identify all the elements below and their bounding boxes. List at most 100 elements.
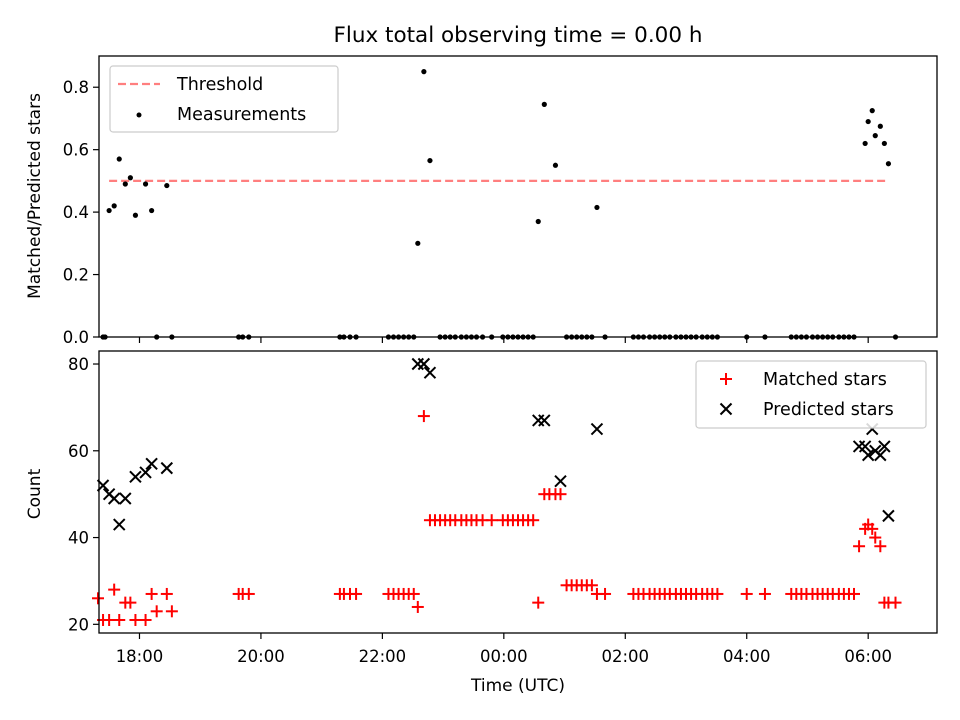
measurement-point	[127, 175, 133, 181]
bottom-y-tick-label: 60	[68, 442, 89, 461]
matched-star-point	[874, 540, 887, 553]
figure-title: Flux total observing time = 0.00 h	[334, 23, 703, 48]
measurement-point	[132, 212, 139, 218]
top-y-tick-label: 0.4	[63, 203, 89, 222]
top-y-tick-label: 0.8	[63, 78, 89, 97]
predicted-star-point	[107, 492, 121, 505]
predicted-star-point	[874, 448, 887, 462]
measurement-point	[427, 157, 433, 164]
predicted-star-point	[119, 492, 132, 505]
matched-legend-label: Matched stars	[763, 370, 887, 390]
measurement-point	[552, 162, 559, 168]
measurement-point	[106, 207, 112, 214]
bottom-x-ticks: 18:00 20:00 22:00 00:00 02:00 04:00 06:00	[116, 633, 892, 666]
predicted-star-point	[411, 357, 425, 371]
top-legend-box	[109, 65, 339, 133]
bottom-y-ticks: 20 40 60 80	[68, 355, 99, 634]
matched-star-point	[139, 613, 152, 626]
matched-star-point	[532, 596, 545, 609]
measurements-legend-swatch	[136, 112, 142, 118]
matched-star-point	[758, 587, 771, 600]
bottom-legend: Matched stars Predicted stars	[695, 360, 927, 429]
bottom-y-tick-label: 20	[68, 615, 89, 634]
top-y-tick-label: 0.6	[63, 141, 89, 160]
matched-star-point	[113, 613, 126, 626]
matched-star-point	[527, 514, 540, 527]
matched-star-point	[853, 540, 866, 553]
top-legend: Threshold Measurements	[109, 65, 339, 133]
count-points	[91, 357, 902, 626]
matched-star-point	[411, 600, 424, 613]
measurement-point	[415, 240, 421, 246]
bottom-x-tick-label: 22:00	[359, 647, 407, 666]
matched-star-point	[848, 587, 861, 600]
predicted-star-point	[129, 470, 142, 484]
measurement-point	[594, 204, 600, 211]
matched-star-point	[407, 587, 420, 600]
matched-legend-swatch	[720, 373, 732, 385]
matched-star-point	[150, 605, 163, 618]
measurement-point	[862, 140, 868, 147]
measurements-legend-label: Measurements	[177, 105, 306, 125]
top-axes-frame	[98, 55, 938, 338]
measurement-point	[111, 203, 117, 209]
measurement-point	[885, 161, 892, 167]
bottom-x-tick-label: 20:00	[237, 647, 285, 666]
top-y-tick-label: 0.0	[63, 328, 89, 347]
measurement-point	[865, 118, 871, 125]
matched-star-point	[417, 410, 430, 423]
matched-star-point	[108, 583, 121, 596]
matched-star-point	[124, 596, 137, 609]
predicted-star-point	[145, 457, 158, 471]
predicted-star-point	[538, 414, 551, 427]
matched-star-point	[554, 488, 567, 501]
bottom-x-tick-label: 00:00	[480, 647, 528, 666]
matched-star-point	[160, 587, 173, 600]
bottom-y-tick-label: 40	[68, 529, 89, 548]
matched-star-point	[129, 613, 142, 626]
measurement-point	[421, 69, 427, 75]
measurement-point	[122, 181, 128, 187]
predicted-star-point	[554, 474, 567, 488]
matched-star-point	[91, 592, 104, 605]
matched-star-point	[165, 605, 178, 618]
matched-star-point	[103, 613, 116, 626]
predicted-star-point	[858, 440, 872, 453]
predicted-star-point	[878, 440, 891, 453]
predicted-star-point	[160, 461, 174, 475]
matched-star-point	[485, 514, 498, 527]
bottom-y-tick-label: 80	[68, 355, 89, 374]
matched-star-point	[145, 587, 158, 600]
predicted-star-point	[423, 366, 437, 379]
predicted-star-point	[882, 509, 895, 523]
top-x-ticks	[138, 337, 869, 343]
top-panel: Matched/Predicted stars 0.00.20.40.60.8 …	[25, 55, 938, 347]
matched-star-point	[350, 587, 363, 600]
top-y-ticks: 0.0 0.2 0.4 0.6 0.8	[63, 78, 99, 347]
matched-star-point	[740, 587, 753, 600]
predicted-star-point	[113, 518, 126, 531]
threshold-legend-label: Threshold	[176, 75, 263, 95]
measurement-point	[142, 181, 149, 187]
measurement-point	[164, 182, 170, 189]
measurement-point	[881, 140, 887, 147]
predicted-star-point	[532, 414, 545, 427]
matched-star-point	[242, 587, 255, 600]
predicted-star-point	[417, 357, 431, 371]
matched-star-point	[599, 587, 612, 600]
top-y-tick-label: 0.2	[63, 266, 89, 285]
matched-star-point	[889, 596, 902, 609]
predicted-legend-swatch	[719, 402, 733, 416]
measurement-point	[541, 101, 547, 107]
matched-star-point	[711, 587, 724, 600]
predicted-star-point	[590, 422, 604, 436]
matched-star-point	[585, 579, 598, 592]
bottom-axes-frame	[98, 350, 938, 634]
bottom-panel: Count 20 40 60 80 18:00 20:00 22:00 00:00 02:00…	[25, 350, 938, 696]
measurement-point	[877, 123, 883, 129]
measurement-point	[869, 108, 875, 114]
bottom-x-tick-label: 04:00	[723, 647, 771, 666]
matched-star-point	[866, 522, 879, 535]
measurement-point	[535, 218, 541, 225]
